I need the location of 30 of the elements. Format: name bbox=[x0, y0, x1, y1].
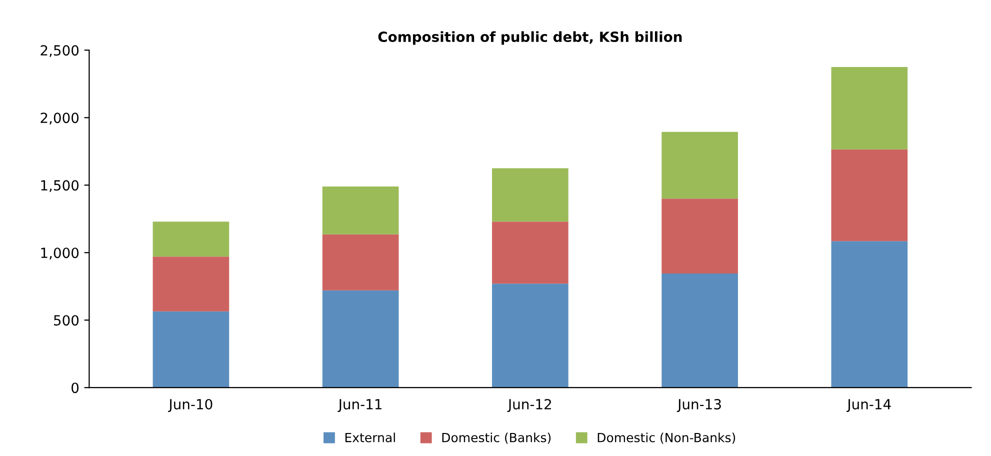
y-tick-label: 2,500 bbox=[40, 45, 79, 58]
bar bbox=[662, 132, 738, 199]
bar bbox=[492, 168, 568, 222]
bar bbox=[831, 241, 908, 388]
y-tick-label: 0 bbox=[72, 382, 79, 394]
y-tick-label: 1,000 bbox=[41, 248, 79, 260]
bar bbox=[152, 222, 230, 257]
bar bbox=[322, 290, 399, 388]
legend-label: Domestic (Banks) bbox=[442, 432, 551, 444]
y-tick-label: 1,500 bbox=[41, 180, 79, 192]
chart-title: Composition of public debt, KSh billion bbox=[378, 31, 682, 45]
x-tick-label: Jun-13 bbox=[676, 398, 721, 412]
legend-label: Domestic (Non-Banks) bbox=[598, 432, 736, 444]
x-tick-label: Jun-10 bbox=[168, 398, 212, 412]
bar bbox=[662, 274, 738, 388]
y-tick-label: 2,000 bbox=[40, 112, 79, 125]
bar bbox=[492, 222, 568, 284]
y-tick-label: 500 bbox=[54, 315, 79, 326]
x-tick-label: Jun-11 bbox=[338, 399, 382, 412]
x-tick-label: Jun-12 bbox=[507, 398, 551, 412]
bar bbox=[152, 311, 230, 388]
x-tick-label: Jun-14 bbox=[846, 399, 891, 412]
bar bbox=[322, 234, 399, 290]
bar bbox=[831, 149, 908, 242]
legend-label: External bbox=[345, 432, 395, 442]
bar bbox=[152, 256, 230, 312]
bar bbox=[831, 67, 908, 150]
bar bbox=[492, 284, 568, 388]
bar bbox=[322, 186, 399, 234]
bar bbox=[662, 198, 738, 274]
